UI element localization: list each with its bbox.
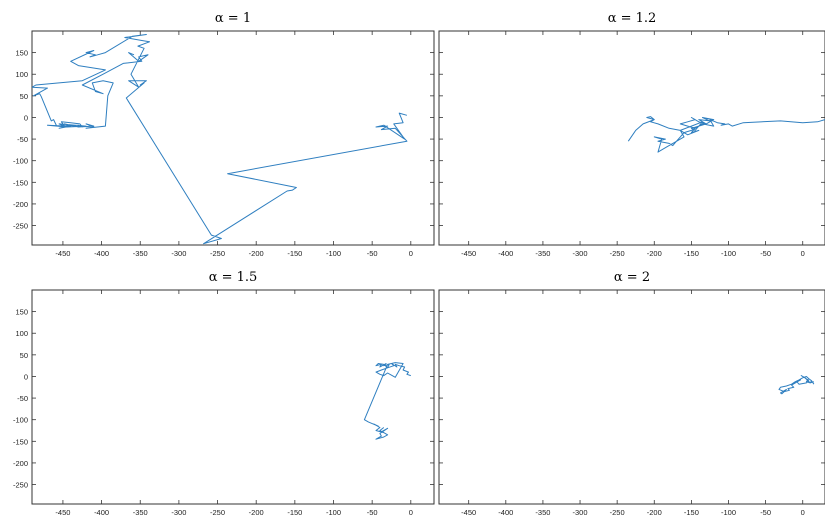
x-tick-label-m450: -450 [461, 508, 476, 517]
x-tick-label-m150: -150 [684, 249, 699, 258]
x-tick-label-m300: -300 [171, 508, 186, 517]
x-tick-label-m300: -300 [171, 249, 186, 258]
x-tick-label-0: 0 [801, 249, 805, 258]
x-tick-label-m100: -100 [721, 508, 736, 517]
y-tick-label-150: 150 [15, 49, 28, 58]
y-tick-label-m50: -50 [17, 135, 28, 144]
x-tick-label-m200: -200 [647, 508, 662, 517]
y-tick-label-m250: -250 [13, 222, 28, 231]
series-line-1 [32, 34, 408, 245]
x-tick-label-0: 0 [409, 508, 413, 517]
x-tick-label-m350: -350 [133, 249, 148, 258]
x-tick-label-m350: -350 [133, 508, 148, 517]
y-tick-label-m200: -200 [13, 459, 28, 468]
panel-title: α = 1.5 [209, 270, 258, 285]
axes-box [438, 289, 825, 505]
y-tick-label-0: 0 [24, 372, 28, 381]
x-tick-label-m450: -450 [55, 508, 70, 517]
x-tick-label-m400: -400 [94, 249, 109, 258]
x-tick-label-m200: -200 [249, 249, 264, 258]
x-tick-label-m100: -100 [326, 249, 341, 258]
x-tick-label-m250: -250 [610, 508, 625, 517]
panel-3: α = 1.5 -450 -400 -350 -300 -250 -200 -150 -100 -… [13, 270, 435, 517]
x-tick-label-m50: -50 [760, 249, 771, 258]
y-tick-label-m200: -200 [13, 200, 28, 209]
y-tick-label-100: 100 [15, 329, 28, 338]
x-tick-label-m300: -300 [573, 508, 588, 517]
x-tick-label-m450: -450 [55, 249, 70, 258]
x-tick-label-m350: -350 [535, 249, 550, 258]
x-tick-label-m300: -300 [573, 249, 588, 258]
series-line-1 [363, 362, 411, 440]
x-tick-label-m400: -400 [94, 508, 109, 517]
y-tick-label-m150: -150 [13, 178, 28, 187]
series-line-1 [778, 375, 815, 395]
x-tick-label-m50: -50 [367, 249, 378, 258]
y-tick-label-50: 50 [20, 92, 28, 101]
y-tick-label-m100: -100 [13, 416, 28, 425]
axes-box [31, 30, 435, 246]
x-tick-label-m400: -400 [498, 508, 513, 517]
x-tick-label-m250: -250 [610, 249, 625, 258]
x-tick-label-m350: -350 [535, 508, 550, 517]
x-tick-label-m250: -250 [210, 508, 225, 517]
panel-title: α = 2 [614, 270, 650, 285]
x-tick-label-m50: -50 [367, 508, 378, 517]
panel-title: α = 1 [215, 11, 251, 26]
panel-2: α = 1.2 -450 -400 -350 -300 -250 -200 -150 -100 -… [438, 11, 825, 258]
x-tick-label-m450: -450 [461, 249, 476, 258]
x-tick-label-m150: -150 [684, 508, 699, 517]
y-tick-label-0: 0 [24, 113, 28, 122]
panel-1: α = 1 -450 -400 -350 -300 -250 -200 -150 -100 -50… [13, 11, 435, 258]
x-tick-label-m100: -100 [326, 508, 341, 517]
x-tick-label-m200: -200 [647, 249, 662, 258]
y-tick-label-150: 150 [15, 308, 28, 317]
x-tick-label-m250: -250 [210, 249, 225, 258]
x-tick-label-0: 0 [409, 249, 413, 258]
panel-title: α = 1.2 [608, 11, 657, 26]
y-tick-label-m250: -250 [13, 481, 28, 490]
axes-box [438, 30, 825, 246]
y-tick-label-m150: -150 [13, 437, 28, 446]
x-tick-label-m50: -50 [760, 508, 771, 517]
x-tick-label-m150: -150 [287, 249, 302, 258]
y-tick-label-100: 100 [15, 70, 28, 79]
axes-box [31, 289, 435, 505]
x-tick-label-m150: -150 [287, 508, 302, 517]
y-tick-label-m50: -50 [17, 394, 28, 403]
panel-4: α = 2 -450 -400 -350 -300 -250 -200 -150 -100 -50… [438, 270, 825, 517]
x-tick-label-m100: -100 [721, 249, 736, 258]
x-tick-label-m400: -400 [498, 249, 513, 258]
y-tick-label-50: 50 [20, 351, 28, 360]
x-tick-label-0: 0 [801, 508, 805, 517]
y-tick-label-m100: -100 [13, 157, 28, 166]
x-tick-label-m200: -200 [249, 508, 264, 517]
series-line-1 [627, 116, 825, 153]
